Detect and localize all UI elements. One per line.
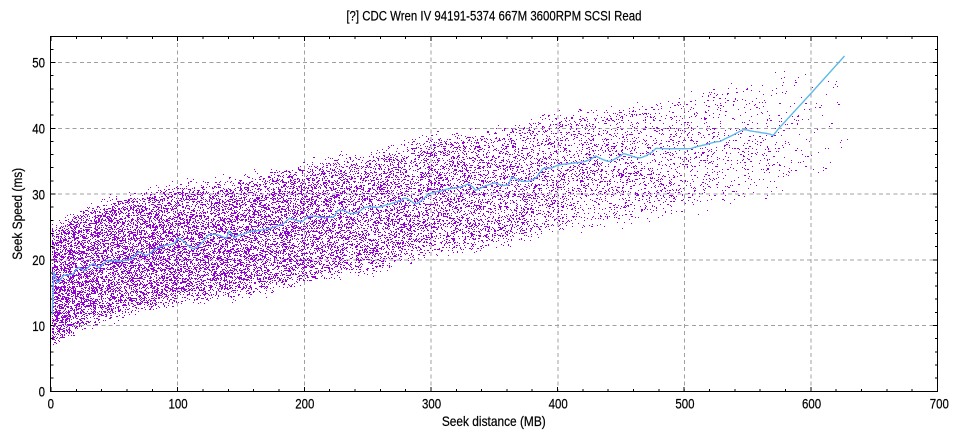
svg-text:0: 0 — [39, 385, 45, 400]
svg-text:700: 700 — [930, 396, 949, 411]
svg-text:600: 600 — [802, 396, 821, 411]
svg-text:20: 20 — [32, 253, 45, 268]
svg-text:300: 300 — [422, 396, 441, 411]
svg-text:400: 400 — [549, 396, 568, 411]
svg-text:50: 50 — [32, 56, 45, 71]
svg-text:40: 40 — [32, 122, 45, 137]
svg-text:10: 10 — [32, 319, 45, 334]
svg-text:0: 0 — [48, 396, 54, 411]
svg-text:30: 30 — [32, 187, 45, 202]
svg-text:200: 200 — [295, 396, 314, 411]
svg-text:Seek Speed (ms): Seek Speed (ms) — [9, 168, 25, 260]
svg-text:Seek distance (MB): Seek distance (MB) — [442, 413, 546, 429]
svg-text:[?] CDC Wren IV 94191-5374 667: [?] CDC Wren IV 94191-5374 667M 3600RPM … — [346, 9, 641, 24]
svg-text:500: 500 — [675, 396, 694, 411]
svg-text:100: 100 — [169, 396, 188, 411]
